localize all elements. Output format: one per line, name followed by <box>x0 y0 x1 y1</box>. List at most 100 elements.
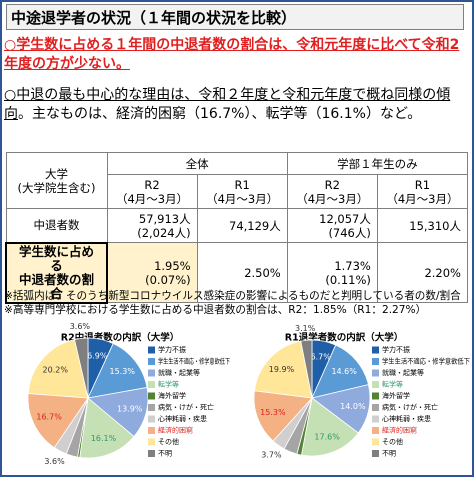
legend-swatch <box>372 358 379 365</box>
pie-slice <box>311 344 369 399</box>
legend-swatch <box>148 450 155 457</box>
pie-slice <box>27 339 89 399</box>
pie-label: 13.9% <box>117 405 143 414</box>
legend-label: 海外留学 <box>158 391 186 400</box>
pie-label: 15.3% <box>110 367 136 376</box>
legend-swatch <box>148 392 155 400</box>
legend-swatch <box>372 381 379 388</box>
cell-text: (746人) <box>328 225 371 240</box>
table-period: R2 （4月～3月） <box>286 174 378 209</box>
pie-label: 3.6% <box>44 457 65 466</box>
cell-text: 中退者数の割合 <box>18 271 94 301</box>
cell-text: (0.11%) <box>325 272 371 287</box>
cell-text: （4月～3月） <box>115 191 189 206</box>
legend-label: 経済的困窮 <box>382 426 417 435</box>
legend-swatch <box>148 438 155 446</box>
pie-slice <box>311 384 371 434</box>
legend-swatch <box>372 427 379 434</box>
legend-label: 就職・起業等 <box>158 368 200 377</box>
legend-label: 病気・けが・死亡 <box>382 403 438 412</box>
legend-label: 不明 <box>158 450 172 458</box>
table-period: R1 （4月～3月） <box>376 174 469 209</box>
pie-slice <box>74 337 89 399</box>
pie-label: 19.9% <box>269 365 295 374</box>
pie-slice <box>254 340 313 399</box>
bullet: ○学生数に占める１年間の中退者数の割合は、令和元年度に比べて令和2年度の方が少な… <box>4 37 460 72</box>
cell-text: R2 <box>324 177 340 192</box>
legend-label: 心神耗弱・疾患 <box>382 414 431 423</box>
pie-label: 14.0% <box>340 402 366 411</box>
note: ※高等専門学校における学生数に占める中退者数の割合は、R2：1.85%（R1：2… <box>4 304 427 316</box>
legend-swatch <box>148 427 155 434</box>
legend-swatch <box>148 404 155 411</box>
legend-swatch <box>148 369 155 377</box>
legend-label: 学生生活不適応・修学意欲低下 <box>382 357 470 366</box>
table: 大学 (大学院生含む) 全体 学部１年生のみ R2 （4月～3月） R1 （4月～3月） R2 （… <box>5 152 469 304</box>
legend-label: 経済的困窮 <box>158 426 193 435</box>
cell-text: （4月～3月） <box>206 191 279 206</box>
table-cell: 15,310人 <box>376 208 469 243</box>
legend-label: その他 <box>158 437 179 446</box>
bullet: ○中退の最も中心的な理由は、令和２年度と令和元年度で概ね同様の傾向。主なものは、… <box>4 86 468 124</box>
table-cell: 2.20% <box>376 242 469 303</box>
table-cell: 2.50% <box>196 242 288 303</box>
cell-text: 12,057人 <box>319 211 371 226</box>
pie-slice <box>87 387 149 438</box>
legend-label: 学生生活不適応・修学意欲低下 <box>158 357 230 366</box>
title: 中途退学者の状況（１年間の状況を比較） <box>6 4 464 30</box>
cell-text: (大学院生含む) <box>17 180 96 195</box>
cell-text: R2 <box>144 177 160 192</box>
pie-slice <box>301 397 359 457</box>
cell-text: 学生数に占める <box>18 243 94 273</box>
cell-text: (0.07%) <box>145 272 191 287</box>
legend-swatch <box>372 346 379 354</box>
cell-text: 1.95% <box>154 258 191 273</box>
pie-label: 20.2% <box>43 365 69 374</box>
cell-text: (2,024人) <box>137 225 191 240</box>
cell-text: 2.20% <box>424 265 461 280</box>
cell-text: R1 <box>414 177 431 192</box>
legend-swatch <box>372 369 379 377</box>
legend-label: 転学等 <box>158 380 179 389</box>
cell-text: 15,310人 <box>409 218 461 233</box>
table-cell: 1.95% (0.07%) <box>106 242 198 303</box>
cell-text: 中退者数 <box>33 218 80 233</box>
table-cell: 74,129人 <box>196 208 288 243</box>
legend-swatch <box>372 450 379 457</box>
note: ※括弧内は、そのうち新型コロナウイルス感染症の影響によるものだと判明している者の… <box>4 290 461 302</box>
pie-slice <box>27 393 89 449</box>
pie-label: 14.6% <box>331 367 357 376</box>
table-cell: 1.73% (0.11%) <box>286 242 378 303</box>
pie-slice <box>253 390 313 442</box>
row-label: 学生数に占める 中退者数の割合 <box>5 241 108 304</box>
cell-text: 大学 <box>45 166 68 181</box>
pie-slice <box>87 343 148 399</box>
cell-text: R1 <box>234 177 250 192</box>
legend-label: 転学等 <box>382 380 403 389</box>
legend-label: 病気・けが・死亡 <box>158 403 214 412</box>
pie-label: 16.7% <box>36 412 62 421</box>
cell-text: 2.50% <box>244 265 281 280</box>
pie-label: 3.1% <box>295 324 316 333</box>
legend-label: 海外留学 <box>382 391 410 400</box>
bullet-underlined: ○中退の最も中心的な理由は、令和２年度と令和元年度で概ね同様の傾向 <box>4 87 451 122</box>
pie-label: 6.7% <box>311 353 332 362</box>
pie-label: 3.7% <box>261 451 282 460</box>
pie-label: 3.6% <box>70 322 91 331</box>
cell-text: 1.73% <box>334 258 371 273</box>
bullet-rest: 。主なものは、経済的困窮（16.7%）、転学等（16.1%）など。 <box>18 106 422 122</box>
legend-label: 学力不振 <box>382 345 410 354</box>
legend-label: 心神耗弱・疾患 <box>158 414 207 423</box>
cell-text: 57,913人 <box>138 211 191 226</box>
table-row: 学生数に占める 中退者数の割合 1.95% (0.07%) 2.50% 1.73% (0.1… <box>5 241 469 304</box>
pie-slice <box>300 339 313 399</box>
pie-label: 6.9% <box>87 351 108 360</box>
legend-label: その他 <box>382 437 403 446</box>
legend-swatch <box>148 415 155 423</box>
legend-label: 学力不振 <box>158 345 186 354</box>
pie-slice <box>79 397 135 459</box>
legend-label: 不明 <box>382 450 396 458</box>
